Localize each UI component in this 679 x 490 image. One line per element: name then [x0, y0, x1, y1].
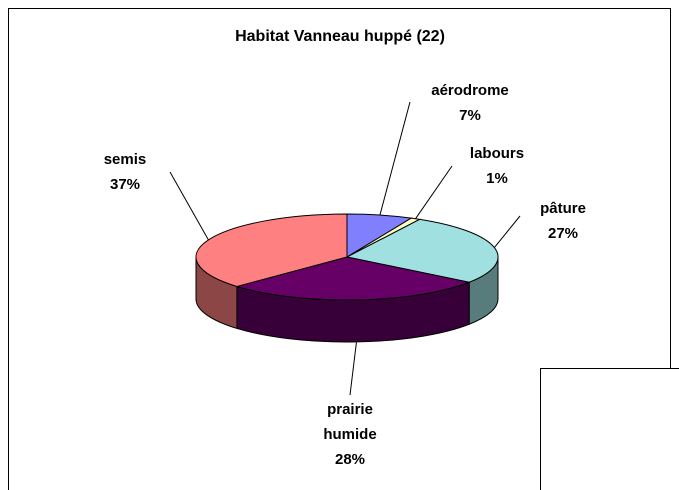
slice-label: labours [469, 145, 525, 162]
legend-box [540, 368, 679, 490]
slice-label: semis [103, 151, 147, 168]
slice-label: pâture [540, 200, 586, 217]
chart-title: Habitat Vanneau huppé (22) [235, 28, 445, 45]
leader-line [349, 341, 357, 396]
leader-line [379, 101, 411, 216]
slice-label: aérodrome [431, 82, 509, 99]
slice [235, 256, 471, 301]
leader-line [493, 215, 521, 248]
slice-label: prairie humide [323, 401, 377, 443]
slice-value-label: 1% [486, 170, 508, 187]
slice-value-label: 7% [459, 107, 481, 124]
leader-line [415, 165, 453, 219]
slice-value-label: 28% [334, 451, 366, 468]
slice-value-label: 37% [109, 176, 141, 193]
leader-line [169, 171, 209, 241]
slice [195, 213, 348, 287]
slice-value-label: 27% [547, 225, 579, 242]
